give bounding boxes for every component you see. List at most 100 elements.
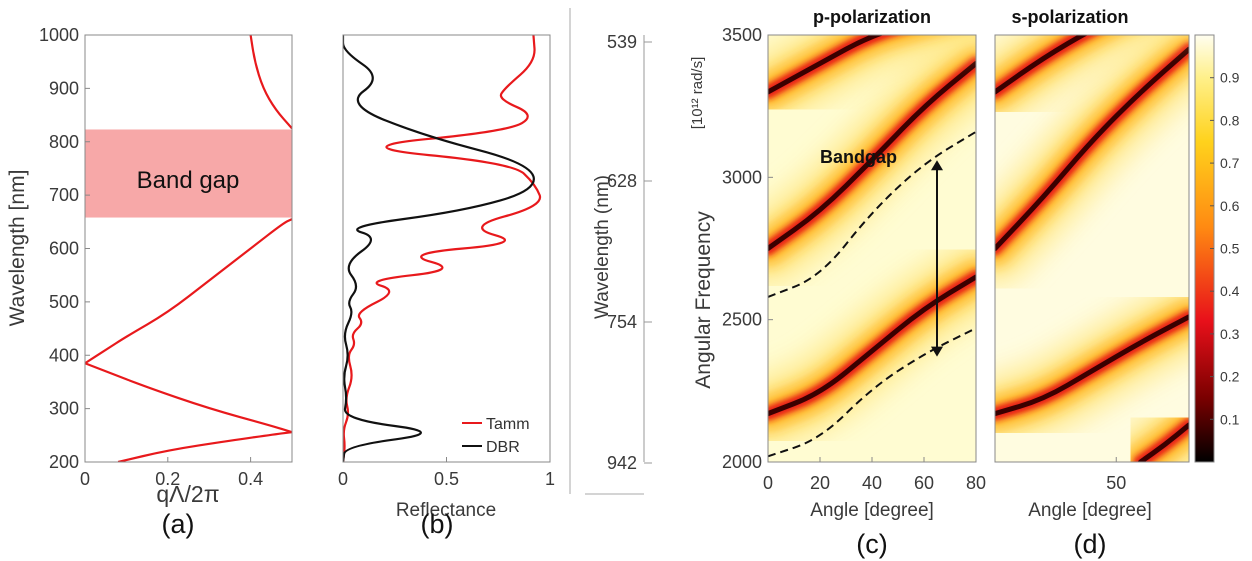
band-edge-lower bbox=[768, 327, 976, 458]
colorbar-tick-label: 0.7 bbox=[1220, 155, 1240, 171]
x-tick-label: 0.2 bbox=[155, 469, 180, 489]
mode-band-1 bbox=[768, 35, 976, 284]
y-axis-label: Wavelength [nm] bbox=[6, 170, 29, 327]
y-tick-label: 400 bbox=[49, 345, 79, 365]
secondary-axis-label: Wavelength (nm) bbox=[592, 175, 613, 319]
panel-label-c: (c) bbox=[856, 529, 887, 559]
panel-label-b: (b) bbox=[421, 509, 454, 539]
y-tick-label: 800 bbox=[49, 132, 79, 152]
colorbar-tick-label: 0.4 bbox=[1220, 283, 1240, 299]
secondary-tick-label: 942 bbox=[607, 453, 637, 473]
secondary-axis-ticks: 539 628 754 942 bbox=[607, 32, 652, 473]
y-tick-label: 3000 bbox=[722, 167, 762, 187]
dispersion-curves bbox=[85, 35, 292, 462]
colorbar-tick-label: 0.8 bbox=[1220, 112, 1240, 128]
colorbar-tick-label: 0.3 bbox=[1220, 326, 1240, 342]
panel-title-d: s-polarization bbox=[1011, 7, 1128, 27]
mode-band-layer bbox=[995, 314, 1189, 417]
band-gap-region bbox=[85, 129, 292, 218]
y-tick-label: 900 bbox=[49, 78, 79, 98]
y-tick-label: 3500 bbox=[722, 25, 762, 45]
panel-title-c: p-polarization bbox=[813, 7, 931, 27]
bandgap-arrow bbox=[931, 160, 943, 357]
x-tick-label: 80 bbox=[966, 473, 986, 493]
y-axis-unit: [10¹² rad/s] bbox=[689, 57, 706, 130]
x-axis-label: Angle [degree] bbox=[1028, 500, 1152, 521]
plot-frame bbox=[994, 34, 1190, 463]
colorbar-tick-label: 0.9 bbox=[1220, 70, 1240, 86]
series-line-tamm bbox=[343, 35, 542, 462]
mode-band-layer bbox=[768, 60, 976, 251]
x-tick-label: 0.4 bbox=[238, 469, 263, 489]
x-tick-label: 20 bbox=[810, 473, 830, 493]
colorbar-tick-label: 0.2 bbox=[1220, 369, 1240, 385]
y-tick-label: 2500 bbox=[722, 310, 762, 330]
mode-band-2 bbox=[995, 35, 1169, 127]
mode-band-3 bbox=[1105, 389, 1189, 462]
colorbar-ticks: 0.1 0.2 0.3 0.4 0.5 0.6 0.7 0.8 0.9 bbox=[1210, 70, 1240, 427]
secondary-tick-label: 754 bbox=[607, 312, 637, 332]
arrow-head-top bbox=[931, 160, 943, 171]
x-tick-label: 40 bbox=[862, 473, 882, 493]
series-line-branch-3 bbox=[249, 35, 292, 130]
series-line-branch-2 bbox=[85, 218, 292, 365]
secondary-tick-label: 628 bbox=[607, 171, 637, 191]
y-tick-label: 600 bbox=[49, 239, 79, 259]
legend: Tamm DBR bbox=[462, 416, 530, 456]
band-edge-upper bbox=[768, 130, 976, 298]
heatmap-d bbox=[995, 35, 1189, 462]
x-tick-label: 0.5 bbox=[434, 469, 459, 489]
series-line-branch-1 bbox=[85, 362, 292, 434]
colorbar-tick-label: 0.1 bbox=[1220, 411, 1240, 427]
band-gap-shading bbox=[85, 129, 292, 218]
y-tick-label: 2000 bbox=[722, 452, 762, 472]
x-tick-label: 50 bbox=[1106, 473, 1126, 493]
x-tick-label: 1 bbox=[545, 469, 555, 489]
series-line-branch-0 bbox=[117, 431, 292, 462]
axis-ticks: 0 0.5 1 bbox=[338, 457, 555, 489]
y-tick-label: 200 bbox=[49, 452, 79, 472]
mode-band-layer bbox=[995, 35, 1088, 95]
panel-label-a: (a) bbox=[162, 509, 195, 539]
axis-ticks: 0 20 40 60 80 2000 2500 3000 3500 bbox=[722, 25, 986, 493]
mode-band-layer bbox=[768, 35, 884, 95]
panel-d: 50 s-polarization Angle [degree] (d) 0.1… bbox=[994, 7, 1240, 559]
mode-band-1 bbox=[995, 35, 1189, 284]
band-edge-dashed-lines bbox=[768, 130, 976, 458]
x-axis-label: Reflectance bbox=[396, 500, 496, 521]
y-tick-label: 1000 bbox=[39, 25, 79, 45]
legend-entry-dbr: DBR bbox=[486, 439, 520, 456]
axis-ticks: 50 bbox=[1106, 457, 1126, 493]
colorbar-tick-label: 0.5 bbox=[1220, 241, 1240, 257]
mode-band-layer bbox=[995, 46, 1189, 251]
x-tick-label: 0 bbox=[338, 469, 348, 489]
mode-band-layer bbox=[1138, 422, 1189, 462]
x-axis-label: Angle [degree] bbox=[810, 500, 934, 521]
axis-ticks: 0 0.2 0.4 200 300 400 500 600 700 800 900 1000 bbox=[39, 25, 263, 489]
panel-a: 0 0.2 0.4 200 300 400 500 600 700 800 900 1000 Band… bbox=[6, 25, 293, 539]
x-tick-label: 60 bbox=[914, 473, 934, 493]
y-tick-label: 700 bbox=[49, 185, 79, 205]
legend-entry-tamm: Tamm bbox=[486, 416, 530, 433]
mode-band-0 bbox=[768, 241, 976, 449]
colorbar-tick-label: 0.6 bbox=[1220, 198, 1240, 214]
plot-frame bbox=[342, 34, 551, 463]
panel-b: 0 0.5 1 Tamm DBR Reflectance (b) bbox=[338, 34, 555, 539]
x-axis-label: qΛ/2π bbox=[156, 481, 219, 507]
arrow-head-bottom bbox=[931, 346, 943, 357]
reflectance-curves bbox=[343, 35, 542, 462]
band-gap-label: Band gap bbox=[137, 167, 240, 194]
y-tick-label: 500 bbox=[49, 292, 79, 312]
series-line-dbr bbox=[343, 35, 535, 462]
mode-band-2 bbox=[768, 35, 976, 127]
y-tick-label: 300 bbox=[49, 399, 79, 419]
panel-label-d: (d) bbox=[1074, 529, 1107, 559]
secondary-tick-label: 539 bbox=[607, 32, 637, 52]
x-tick-label: 0 bbox=[80, 469, 90, 489]
y-axis-label: Angular Frequency bbox=[692, 211, 715, 389]
bandgap-annotation: Bandgap bbox=[820, 147, 897, 167]
x-tick-label: 0 bbox=[763, 473, 773, 493]
heatmap-c bbox=[768, 35, 976, 449]
